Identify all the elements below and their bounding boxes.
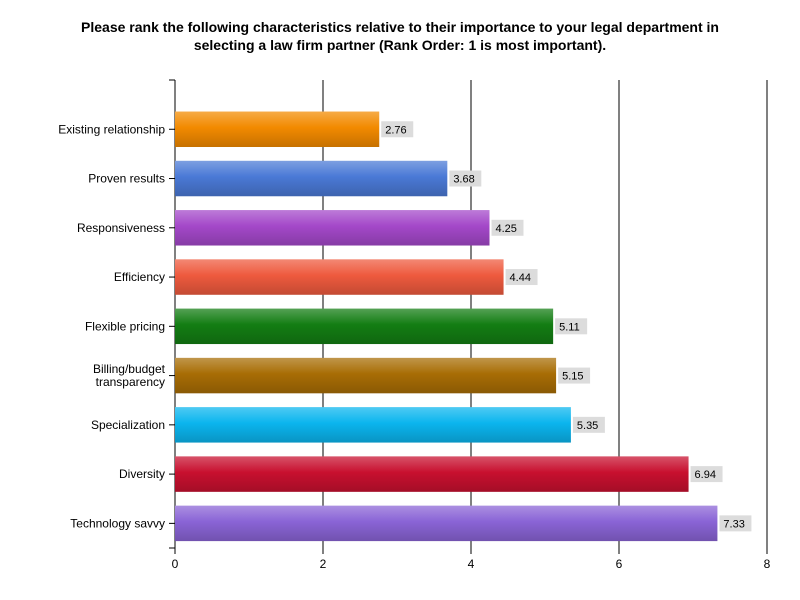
category-label: Responsiveness: [77, 221, 165, 235]
category-label: Efficiency: [114, 270, 165, 284]
chart-title-line-2: selecting a law firm partner (Rank Order…: [193, 37, 607, 53]
value-label-bg: [491, 219, 524, 236]
value-label: 2.76: [385, 124, 406, 136]
bar-0: [175, 111, 380, 147]
bar-3: [175, 259, 504, 295]
value-label-bg: [555, 318, 588, 335]
category-label: Diversity: [119, 467, 165, 481]
bar-8: [175, 505, 718, 542]
value-label: 7.33: [723, 518, 744, 530]
value-label-bg: [690, 466, 723, 483]
value-label: 6.94: [695, 469, 716, 481]
bar-6: [175, 407, 571, 443]
x-tick-label: 2: [320, 557, 327, 571]
bar-7: [175, 456, 689, 492]
category-label: Technology savvy: [70, 516, 165, 530]
bars: [175, 111, 718, 542]
value-label: 3.68: [453, 174, 474, 186]
category-label: Flexible pricing: [85, 319, 165, 333]
value-label-bg: [558, 367, 591, 384]
category-label: Proven results: [88, 172, 165, 186]
value-label: 4.44: [510, 272, 531, 284]
value-label: 5.35: [577, 420, 598, 432]
x-tick-label: 8: [764, 557, 771, 571]
x-tick-label: 6: [616, 557, 623, 571]
bar-1: [175, 160, 448, 197]
x-tick-label: 4: [468, 557, 475, 571]
value-label-bg: [505, 269, 538, 286]
bar-5: [175, 357, 557, 394]
labels: 0 2 4 6 8 Existing relationship 2.76 Proven res…: [58, 121, 771, 571]
value-label-bg: [449, 170, 482, 187]
value-label-bg: [572, 416, 605, 433]
value-label: 4.25: [496, 223, 517, 235]
bar-2: [175, 210, 490, 246]
chart-title-line-1: Please rank the following characteristic…: [81, 19, 719, 35]
category-label: Existing relationship: [58, 122, 165, 136]
value-label-bg: [719, 515, 752, 532]
value-label: 5.11: [559, 321, 580, 333]
category-label: Specialization: [91, 418, 165, 432]
category-label: Billing/budget transparency: [93, 362, 166, 389]
value-label: 5.15: [562, 371, 583, 383]
bar-4: [175, 308, 554, 345]
x-tick-label: 0: [172, 557, 179, 571]
value-label-bg: [381, 121, 414, 138]
chart-title: Please rank the following characteristic…: [0, 18, 800, 54]
